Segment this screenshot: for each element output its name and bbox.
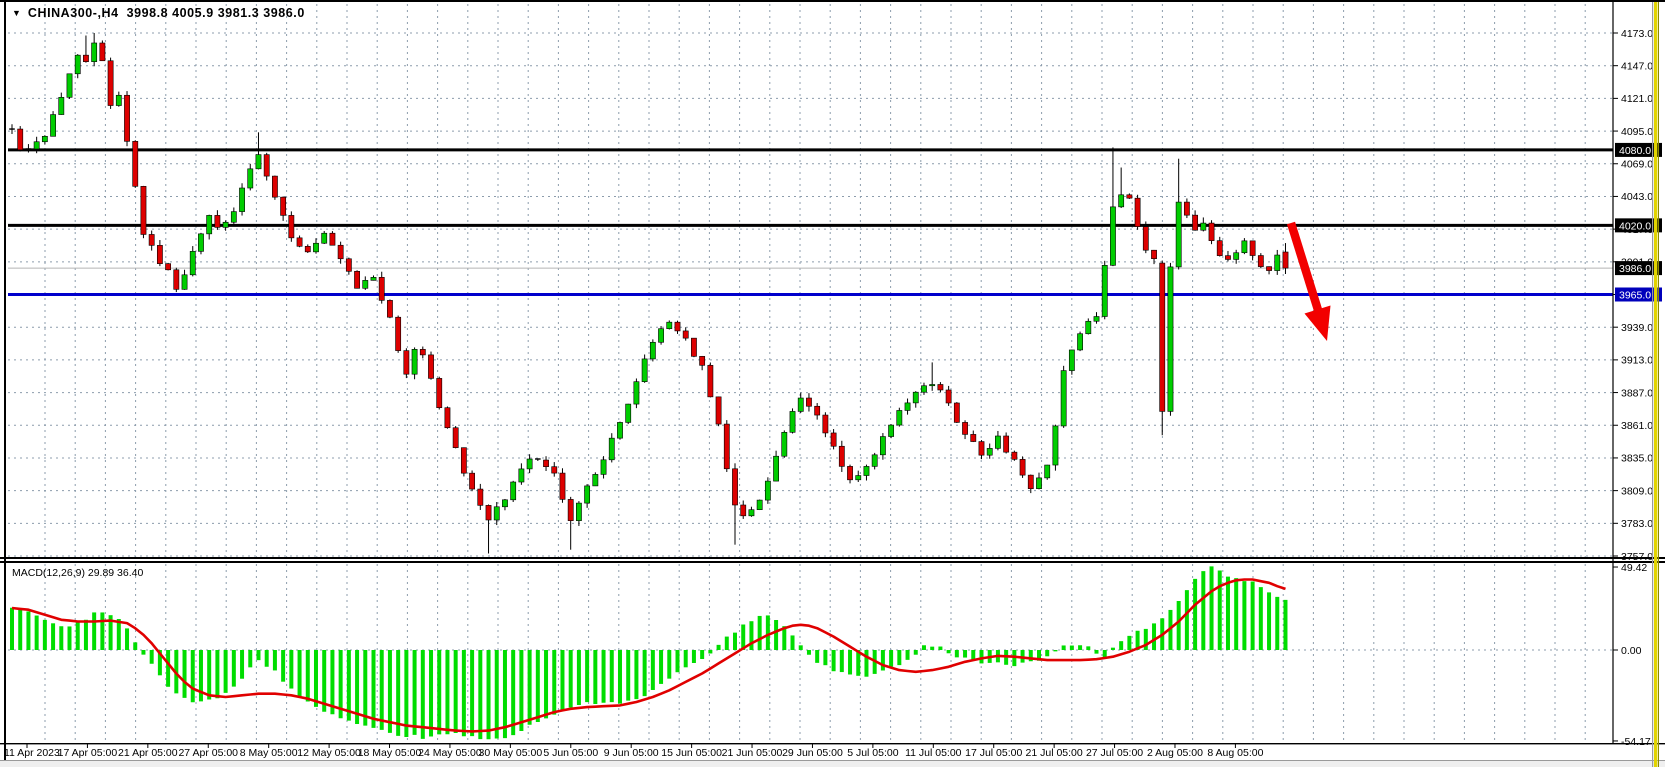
price-tick-label: 3757.0 <box>1621 551 1653 563</box>
price-tick-label: 4043.0 <box>1621 191 1653 203</box>
time-tick-label: 5 Jun 05:00 <box>543 747 598 759</box>
time-tick-label: 11 Jul 05:00 <box>905 747 962 759</box>
time-tick-label: 18 May 05:00 <box>358 747 422 759</box>
time-tick-label: 2 Aug 05:00 <box>1147 747 1203 759</box>
time-tick-label: 12 May 05:00 <box>297 747 361 759</box>
sell-arrow-annotation[interactable] <box>1286 221 1331 341</box>
macd-axis-label: 0.00 <box>1621 645 1642 657</box>
time-tick-label: 30 May 05:00 <box>479 747 543 759</box>
time-tick-label: 17 Jul 05:00 <box>965 747 1022 759</box>
macd-axis-label: -54.17 <box>1621 736 1651 748</box>
price-tick-label: 3861.0 <box>1621 420 1653 432</box>
time-tick-label: 27 Apr 05:00 <box>178 747 238 759</box>
price-badge-4020.0: 4020.0 <box>1615 218 1662 233</box>
price-level-lines[interactable] <box>8 148 1613 296</box>
time-tick-label: 29 Jun 05:00 <box>782 747 843 759</box>
price-tick-label: 4147.0 <box>1621 60 1653 72</box>
time-tick-label: 8 May 05:00 <box>240 747 298 759</box>
price-badge-text: 4020.0 <box>1619 220 1651 232</box>
price-badge-3986.0: 3986.0 <box>1615 261 1662 276</box>
price-tick-label: 3783.0 <box>1621 518 1653 530</box>
price-tick-label: 3835.0 <box>1621 453 1653 465</box>
time-tick-label: 21 Jul 05:00 <box>1026 747 1083 759</box>
gridlines <box>8 4 1613 743</box>
price-badge-4080.0: 4080.0 <box>1615 142 1662 157</box>
price-tick-label: 4173.0 <box>1621 28 1653 40</box>
price-badge-text: 4080.0 <box>1619 145 1651 157</box>
time-tick-label: 5 Jul 05:00 <box>847 747 899 759</box>
time-tick-label: 27 Jul 05:00 <box>1086 747 1143 759</box>
price-axis[interactable]: 4173.04147.04121.04095.04069.04043.04017… <box>1613 28 1662 748</box>
price-tick-label: 3939.0 <box>1621 322 1653 334</box>
time-tick-label: 21 Jun 05:00 <box>722 747 783 759</box>
chart-title-bar: ▼ CHINA300-,H4 3998.8 4005.9 3981.3 3986.… <box>12 6 305 20</box>
chart-title: CHINA300-,H4 3998.8 4005.9 3981.3 3986.0 <box>27 6 305 20</box>
price-badge-text: 3965.0 <box>1619 290 1651 302</box>
price-badge-text: 3986.0 <box>1619 263 1651 275</box>
price-tick-label: 4069.0 <box>1621 159 1653 171</box>
price-tick-label: 4121.0 <box>1621 93 1653 105</box>
symbol-dropdown-icon[interactable]: ▼ <box>12 8 21 18</box>
time-tick-label: 11 Apr 2023 <box>4 747 60 759</box>
time-tick-label: 21 Apr 05:00 <box>118 747 178 759</box>
time-tick-label: 24 May 05:00 <box>418 747 482 759</box>
time-tick-label: 9 Jun 05:00 <box>604 747 659 759</box>
price-tick-label: 3809.0 <box>1621 485 1653 497</box>
macd-signal-line <box>11 578 1286 733</box>
macd-indicator-label: MACD(12,26,9) 29.89 36.40 <box>12 567 144 579</box>
time-tick-label: 17 Apr 05:00 <box>58 747 118 759</box>
price-tick-label: 3913.0 <box>1621 355 1653 367</box>
price-tick-label: 3887.0 <box>1621 387 1653 399</box>
macd-axis-label: 49.42 <box>1621 562 1647 574</box>
price-badge-3965.0: 3965.0 <box>1615 287 1662 302</box>
candlesticks <box>9 33 1289 554</box>
price-tick-label: 4095.0 <box>1621 126 1653 138</box>
time-tick-label: 8 Aug 05:00 <box>1207 747 1263 759</box>
window-edge-strip <box>1652 2 1659 767</box>
macd-panel[interactable] <box>10 566 1288 740</box>
time-tick-label: 15 Jun 05:00 <box>661 747 722 759</box>
